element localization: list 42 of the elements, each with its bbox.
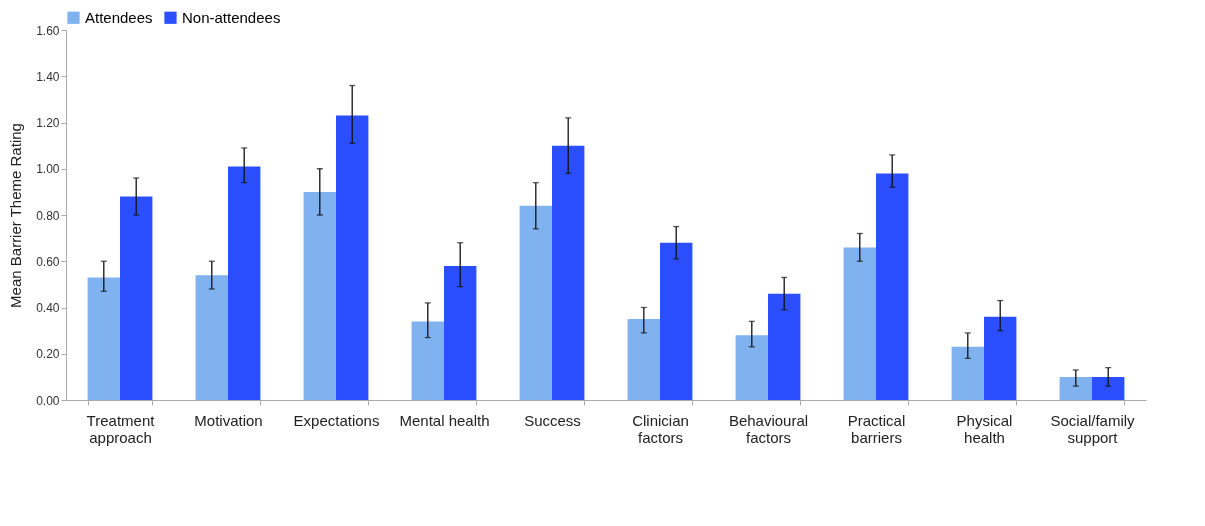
bar — [627, 319, 660, 400]
bar — [768, 293, 801, 400]
bar — [303, 191, 336, 400]
bar — [843, 247, 876, 400]
bar — [87, 277, 120, 400]
x-tick-label: Motivation — [194, 411, 263, 429]
y-tick-label: 0.20 — [36, 347, 60, 362]
bar — [552, 145, 585, 400]
y-tick-label: 1.60 — [36, 23, 60, 38]
x-tick-label: Success — [524, 411, 581, 429]
y-tick-label: 1.00 — [36, 162, 60, 177]
bar — [660, 242, 693, 400]
bar — [735, 335, 768, 400]
bar — [411, 321, 444, 400]
bar — [984, 316, 1017, 400]
bar — [1092, 376, 1125, 400]
x-tick-label: Practical barriers — [847, 411, 906, 446]
bar — [951, 346, 984, 400]
x-tick-label: Social/family support — [1050, 411, 1136, 446]
y-tick-label: 0.80 — [36, 208, 60, 223]
bar — [519, 205, 552, 400]
bar — [1059, 376, 1092, 400]
y-axis-title: Mean Barrier Theme Rating — [7, 123, 25, 308]
x-tick-label: Physical health — [956, 411, 1013, 446]
x-tick-label: Treatment approach — [86, 411, 156, 446]
y-tick-label: 0.60 — [36, 254, 60, 269]
bar — [195, 275, 228, 400]
bar — [444, 265, 477, 400]
x-tick-label: Expectations — [293, 411, 380, 429]
y-tick-label: 0.00 — [36, 393, 60, 408]
bar — [228, 166, 261, 400]
y-tick-label: 1.40 — [36, 69, 60, 84]
bar — [336, 115, 369, 400]
legend-label: Attendees — [85, 8, 153, 26]
bar — [876, 173, 909, 400]
bar — [120, 196, 153, 400]
y-tick-label: 1.20 — [36, 116, 60, 130]
x-tick-label: Behavioural factors — [728, 411, 809, 446]
x-tick-label: Mental health — [399, 411, 490, 429]
legend-label: Non-attendees — [182, 8, 281, 26]
y-tick-label: 0.40 — [36, 301, 60, 315]
x-tick-label: Clinician factors — [632, 411, 689, 446]
